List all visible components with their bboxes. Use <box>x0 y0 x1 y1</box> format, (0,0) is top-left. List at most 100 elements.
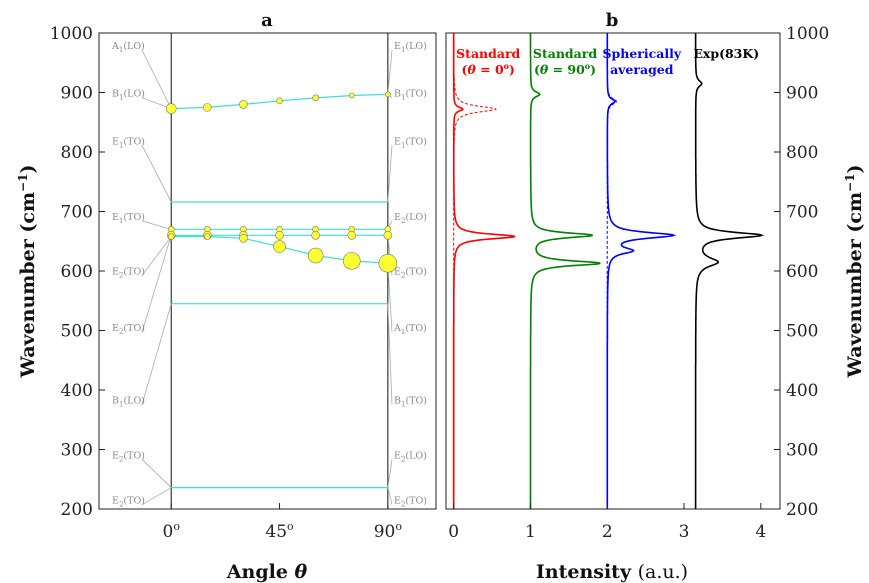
panel-a-marker <box>167 233 175 240</box>
panel-a-right-mode-label: B1(TO) <box>394 396 427 409</box>
panel-a-letter: a <box>261 10 273 31</box>
panel-a-y-tick-label: 200 <box>61 500 93 520</box>
panel-a-left-mode-label: A1(LO) <box>111 41 145 54</box>
panel-a-left-mode-label: B1(LO) <box>112 89 145 102</box>
panel-b-series-labels: Standard(θ = 0o)Standard(θ = 90o)Spheric… <box>456 46 759 77</box>
panel-b-x-ticks: 0 1 2 3 4 <box>448 503 766 542</box>
panel-a-right-mode-label: E2(LO) <box>394 212 427 225</box>
spectrum-dashed-line <box>453 33 497 509</box>
panel-a-right-mode-label: B1(TO) <box>394 89 427 102</box>
panel-a-right-guide <box>387 459 393 488</box>
panel-a-marker <box>385 91 391 98</box>
panel-a-y-tick-label: 300 <box>61 441 93 461</box>
panel-a-x-tick-label: 90o <box>374 520 403 542</box>
panel-a-y-tick-label: 600 <box>61 262 93 282</box>
panel-a-y-tick-label: 800 <box>61 143 93 163</box>
panel-b-x-tick-label: 4 <box>755 522 766 542</box>
spectrum-dashed-line <box>606 33 618 509</box>
panel-a-right-guide <box>387 263 393 333</box>
panel-a-marker <box>311 231 320 240</box>
panel-a-right-guide <box>387 50 393 95</box>
panel-a-left-mode-label: E2(TO) <box>112 323 145 336</box>
panel-a-left-guide <box>141 49 172 109</box>
panel-b-y-tick-label: 200 <box>786 500 818 520</box>
series-name-label: Standard <box>456 46 520 61</box>
panel-a-y-tick-label: 1000 <box>50 24 93 44</box>
panel-b: Standard(θ = 0o)Standard(θ = 90o)Spheric… <box>445 10 866 583</box>
panel-a-marker <box>273 240 286 253</box>
panel-a-y-tick-label: 700 <box>61 203 93 223</box>
panel-a-marker <box>165 103 177 114</box>
panel-a-marker <box>312 94 319 102</box>
panel-a-marker <box>275 231 284 240</box>
panel-a-x-tick-label: 0o <box>162 520 180 542</box>
panel-a-right-guide <box>387 487 393 505</box>
series-name-label: Standard <box>533 46 597 61</box>
panel-a-right-mode-label: E1(LO) <box>394 41 427 54</box>
panel-b-x-tick-label: 0 <box>448 522 459 542</box>
panel-a-marker <box>239 100 248 109</box>
panel-b-y-tick-label: 700 <box>786 203 818 223</box>
panel-a-marker <box>239 233 248 243</box>
panel-b-y-ticks: 200 300 400 500 600 700 800 900 1000 <box>774 24 829 520</box>
series-name-label: Exp(83K) <box>693 46 759 61</box>
panel-a-right-mode-label: E2(TO) <box>394 267 427 280</box>
panel-a-y-axis-label: Wavenumber (cm−1) <box>16 165 39 379</box>
panel-a-x-axis-label: Angle θ <box>226 561 308 583</box>
series-name-label: averaged <box>610 62 674 77</box>
panel-b-x-tick-label: 1 <box>525 522 536 542</box>
panel-a-mode-lines <box>170 33 389 509</box>
panel-a-right-guide <box>387 145 393 203</box>
panel-a-left-guide <box>141 236 172 276</box>
panel-a-left-guide <box>141 303 172 405</box>
series-name-label: (θ = 90o) <box>534 61 596 77</box>
panel-a-right-mode-label: E1(TO) <box>394 136 427 149</box>
panel-a-marker <box>347 231 357 240</box>
panel-a-marker <box>203 103 212 112</box>
panel-a-left-guide <box>141 220 172 230</box>
panel-a-left-guide <box>141 487 172 506</box>
panel-a-left-mode-label: E1(TO) <box>112 136 145 149</box>
panel-a-markers <box>165 91 398 273</box>
panel-b-y-tick-label: 800 <box>786 143 818 163</box>
panel-b-y-tick-label: 1000 <box>786 24 829 44</box>
panel-a-left-guide <box>141 459 172 488</box>
panel-a-marker <box>383 231 393 240</box>
panel-b-y-tick-label: 500 <box>786 322 818 342</box>
panel-a-y-ticks: 200 300 400 500 600 700 800 900 1000 <box>50 24 105 520</box>
spectrum-line <box>452 33 516 509</box>
panel-a-right-mode-label: A1(TO) <box>393 323 427 336</box>
panel-b-x-axis-label: Intensity (a.u.) <box>536 561 688 583</box>
panel-a-right-mode-label: E2(TO) <box>394 496 427 509</box>
panel-a-y-tick-label: 500 <box>61 322 93 342</box>
panel-a-left-mode-label: B1(LO) <box>112 396 145 409</box>
panel-a-left-mode-label: E1(TO) <box>112 212 145 225</box>
panel-b-y-tick-label: 300 <box>786 441 818 461</box>
panel-b-y-tick-label: 900 <box>786 84 818 104</box>
spectrum-line <box>694 33 765 509</box>
panel-a-marker <box>348 92 355 99</box>
panel-b-y-tick-label: 400 <box>786 381 818 401</box>
panel-a-label-guides <box>141 49 393 506</box>
panel-b-spectra <box>452 33 765 509</box>
panel-a-marker <box>204 233 211 240</box>
panel-a-marker <box>378 253 398 273</box>
panel-a-left-guide <box>141 145 172 203</box>
panel-a-left-mode-label: E2(TO) <box>112 450 145 463</box>
panel-a-left-mode-label: E2(TO) <box>112 267 145 280</box>
panel-a-y-tick-label: 400 <box>61 381 93 401</box>
panel-a-left-guide <box>141 235 172 333</box>
series-name-label: (θ = 0o) <box>462 61 515 77</box>
panel-a-marker <box>307 247 324 264</box>
panel-a-right-mode-label: E2(LO) <box>394 450 427 463</box>
panel-a: A1(LO) B1(LO) E1(TO) E1(TO) E2(TO) E2(TO) B1(L… <box>16 10 437 583</box>
panel-b-y-tick-label: 600 <box>786 262 818 282</box>
panel-a-marker <box>342 252 361 270</box>
panel-b-x-tick-label: 2 <box>602 522 613 542</box>
panel-b-x-tick-label: 3 <box>679 522 690 542</box>
panel-b-letter: b <box>606 10 619 31</box>
panel-a-y-tick-label: 900 <box>61 84 93 104</box>
spectrum-line <box>606 33 677 509</box>
panel-a-left-mode-label: E2(TO) <box>112 496 145 509</box>
